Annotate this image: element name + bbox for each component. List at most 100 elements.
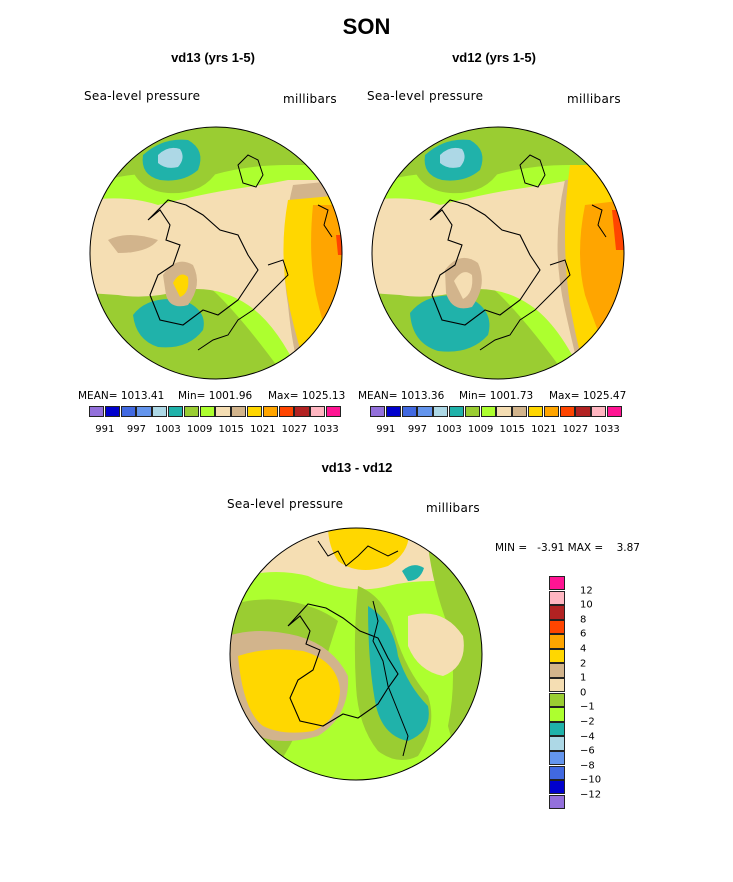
coastline-1	[429, 199, 541, 326]
colorbar-tick-label: 1033	[313, 424, 339, 435]
panel-1-colorbar-ticks: 991 997 1003 1009 1015 1021 1027 1033	[89, 424, 339, 438]
map-fill-yellow-2	[238, 649, 340, 733]
diff-colorbar	[549, 576, 565, 810]
colorbar-swatch	[543, 406, 560, 417]
panel-2-title: vd12 (yrs 1-5)	[452, 50, 536, 65]
colorbar-tick-label: 1021	[250, 424, 276, 435]
coastline-1	[287, 603, 399, 727]
colorbar-swatch	[231, 406, 247, 417]
colorbar-swatch	[215, 406, 231, 417]
colorbar-tick-label: −4	[580, 731, 595, 743]
diff-panel-title: vd13 - vd12	[321, 460, 393, 475]
colorbar-swatch	[575, 406, 591, 417]
colorbar-swatch	[464, 406, 481, 417]
colorbar-tick-label: 1003	[155, 424, 181, 435]
colorbar-swatch	[104, 406, 121, 417]
map-fill-wheat-2	[454, 272, 473, 299]
colorbar-tick-label: 1021	[531, 424, 557, 435]
panel-2-min: Min= 1001.73	[459, 390, 534, 402]
colorbar-tick-label: −10	[580, 774, 602, 786]
colorbar-swatch	[152, 406, 168, 417]
coastline-3	[372, 600, 409, 757]
colorbar-tick-label: 1027	[281, 424, 308, 435]
colorbar-swatch	[433, 406, 449, 417]
colorbar-swatch	[167, 406, 184, 417]
map-border	[229, 527, 483, 781]
colorbar-swatch	[89, 406, 105, 417]
panel-1-max: Max= 1025.13	[268, 390, 346, 402]
colorbar-swatch	[549, 576, 565, 591]
colorbar-tick-label: 2	[580, 658, 587, 670]
panel-2-colorbar	[370, 406, 623, 417]
map-fill-teal	[368, 606, 429, 741]
colorbar-tick-label: 1009	[186, 424, 213, 435]
colorbar-swatch	[549, 794, 565, 810]
diff-minmax: MIN = -3.91 MAX = 3.87	[495, 542, 640, 554]
map-border	[89, 126, 343, 380]
diff-units-label: millibars	[426, 501, 480, 515]
map-border	[371, 126, 625, 380]
colorbar-tick-label: 6	[580, 628, 587, 640]
colorbar-swatch	[325, 406, 342, 417]
colorbar-tick-label: 1027	[562, 424, 589, 435]
panel-2-polar-map	[371, 126, 625, 380]
colorbar-swatch	[549, 721, 565, 737]
colorbar-tick-label: 997	[407, 424, 427, 435]
colorbar-swatch	[549, 678, 565, 693]
colorbar-tick-label: 1003	[436, 424, 462, 435]
colorbar-swatch	[549, 750, 565, 766]
panel-1-min: Min= 1001.96	[178, 390, 253, 402]
colorbar-swatch	[549, 619, 565, 635]
colorbar-swatch	[527, 406, 544, 417]
map-fill-low-4	[410, 295, 490, 352]
colorbar-swatch	[294, 406, 310, 417]
colorbar-swatch	[549, 590, 565, 605]
colorbar-tick-label: 1009	[467, 424, 494, 435]
colorbar-tick-label: 4	[580, 643, 587, 655]
coastline-3	[317, 204, 333, 238]
panel-1-mean: MEAN= 1013.41	[78, 390, 165, 402]
colorbar-swatch	[549, 780, 565, 795]
colorbar-tick-label: −8	[580, 760, 595, 772]
diff-variable-label: Sea-level pressure	[227, 497, 344, 511]
colorbar-swatch	[262, 406, 279, 417]
colorbar-swatch	[310, 406, 326, 417]
colorbar-swatch	[559, 406, 575, 417]
coastline-greenland	[519, 154, 546, 188]
colorbar-swatch	[120, 406, 136, 417]
map-fill-yellow	[328, 528, 409, 570]
colorbar-tick-label: 991	[376, 424, 396, 435]
colorbar-swatch	[549, 648, 565, 664]
colorbar-swatch	[549, 765, 565, 780]
colorbar-swatch	[549, 736, 565, 751]
diff-polar-map	[229, 527, 483, 781]
colorbar-swatch	[278, 406, 294, 417]
map-fill-tan-3	[108, 235, 158, 253]
colorbar-swatch	[480, 406, 496, 417]
colorbar-swatch	[246, 406, 263, 417]
colorbar-swatch	[496, 406, 512, 417]
panel-1-colorbar	[89, 406, 342, 417]
panel-1-polar-map	[89, 126, 343, 380]
colorbar-tick-label: 10	[580, 599, 593, 611]
colorbar-tick-label: 0	[580, 687, 587, 699]
map-fill-teal-2	[402, 565, 424, 581]
colorbar-tick-label: −1	[580, 701, 595, 713]
colorbar-swatch	[417, 406, 433, 417]
colorbar-tick-label: 12	[580, 585, 593, 597]
panel-2-units-label: millibars	[567, 92, 621, 106]
colorbar-swatch	[183, 406, 200, 417]
colorbar-swatch	[385, 406, 402, 417]
coastline-1	[147, 199, 259, 326]
diff-colorbar-ticks: 12 10 8 6 4 2 1 0 −1 −2 −4 −6 −8 −10 −12	[580, 576, 620, 808]
map-fill-low-4	[133, 299, 204, 348]
colorbar-swatch	[448, 406, 465, 417]
colorbar-swatch	[549, 707, 565, 722]
map-fill-low-3	[440, 147, 465, 168]
colorbar-tick-label: 991	[95, 424, 115, 435]
colorbar-tick-label: 997	[126, 424, 146, 435]
colorbar-tick-label: 1033	[594, 424, 620, 435]
map-fill-red	[336, 235, 342, 255]
season-title: SON	[342, 14, 391, 39]
colorbar-swatch	[401, 406, 417, 417]
